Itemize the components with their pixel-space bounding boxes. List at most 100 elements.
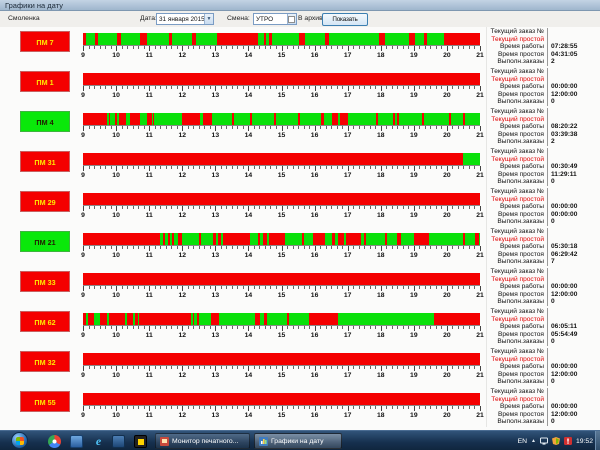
bar-segment	[190, 313, 193, 325]
axis-minor-tick	[253, 86, 255, 89]
axis-minor-tick	[287, 166, 288, 169]
chevron-down-icon[interactable]: ▼	[204, 14, 213, 24]
axis-tick	[83, 246, 84, 251]
stats-label: Текущий заказ №	[490, 308, 544, 315]
axis-minor-tick	[452, 246, 454, 249]
stats-line: Время простоя 03:39:38	[487, 130, 600, 139]
archive-checkbox[interactable]	[288, 16, 295, 23]
date-picker[interactable]: 31 января 2015 г. ▼	[156, 13, 214, 25]
axis-minor-tick	[435, 326, 437, 329]
app-icon-blue[interactable]	[70, 435, 83, 448]
machine-label: ПМ 4	[20, 111, 70, 132]
alert-app-icon[interactable]	[563, 437, 572, 445]
axis-minor-tick	[237, 366, 239, 369]
bar-segment	[109, 313, 126, 325]
axis-minor-tick	[143, 286, 145, 289]
axis-minor-tick	[193, 126, 195, 129]
axis-minor-tick	[176, 406, 178, 409]
axis-tick	[314, 126, 316, 131]
bar-segment	[387, 233, 398, 245]
axis-minor-tick	[452, 206, 454, 209]
axis-minor-tick	[397, 366, 399, 369]
axis-minor-tick	[138, 86, 140, 89]
stats-line: Время работы 00:00:00	[487, 83, 600, 91]
time-axis: 9 10 11 12 13 14 15 16 17 18 19 20 21	[81, 85, 484, 101]
stats-label: Время простоя	[497, 130, 544, 138]
axis-minor-tick	[342, 86, 344, 89]
stats-line: Текущий простой	[487, 115, 600, 124]
machine-label: ПМ 1	[20, 71, 70, 92]
axis-tick	[347, 46, 349, 51]
axis-minor-tick	[154, 126, 156, 129]
axis-tick-label: 17	[343, 212, 352, 219]
taskbar-button-monitor[interactable]: Монитор печатного...	[155, 433, 250, 449]
tray-expand-icon[interactable]: ▲	[531, 438, 536, 444]
axis-minor-tick	[375, 206, 377, 209]
axis-minor-tick	[408, 366, 410, 369]
clock[interactable]: 19:52	[575, 437, 593, 445]
bar-segment	[83, 33, 86, 45]
stats-value: 06:29:42	[547, 250, 600, 259]
stats-value: 00:00:00	[547, 283, 600, 291]
axis-minor-tick	[264, 46, 266, 49]
axis-minor-tick	[457, 326, 459, 329]
axis-tick	[182, 406, 184, 411]
axis-minor-tick	[364, 286, 366, 289]
shift-value: УТРО	[256, 15, 274, 23]
app-icon-media[interactable]	[134, 435, 147, 448]
stats-value	[547, 155, 600, 164]
axis-minor-tick	[231, 286, 233, 289]
axis-tick-label: 13	[211, 412, 220, 419]
taskbar-button-charts[interactable]: Графики на дату	[254, 433, 342, 449]
bar-segment	[260, 313, 264, 325]
axis-minor-tick	[353, 166, 355, 169]
stats-line: Время работы 00:00:00	[487, 363, 600, 371]
timeline-bar	[83, 73, 480, 85]
show-desktop-button[interactable]	[595, 431, 600, 450]
axis-minor-tick	[220, 326, 222, 329]
stats-line: Текущий заказ №	[487, 308, 600, 316]
axis-minor-tick	[132, 86, 134, 89]
location-label: Смоленка	[8, 15, 40, 22]
network-icon[interactable]	[539, 437, 548, 445]
axis-minor-tick	[408, 406, 410, 409]
axis-minor-tick	[402, 46, 404, 49]
stats-value	[547, 228, 600, 236]
bar-segment	[312, 233, 325, 245]
stats-label: Текущий простой	[491, 115, 544, 123]
bar-segment	[147, 113, 152, 125]
axis-minor-tick	[187, 86, 189, 89]
bar-segment	[399, 113, 422, 125]
chrome-icon[interactable]	[48, 435, 61, 448]
axis-minor-tick	[110, 166, 112, 169]
axis-minor-tick	[264, 286, 266, 289]
axis-minor-tick	[358, 366, 360, 369]
axis-minor-tick	[468, 246, 470, 249]
machine-row: ПМ 29 9 10 11 12 13 14 15 16 17 18 19 20 21	[0, 188, 486, 228]
bar-segment	[135, 313, 138, 325]
axis-minor-tick	[237, 166, 239, 169]
bar-segment	[429, 233, 464, 245]
antivirus-shield-icon[interactable]	[551, 437, 560, 445]
show-data-button[interactable]: Показать данные	[322, 13, 368, 34]
axis-minor-tick	[165, 46, 167, 49]
start-button[interactable]	[11, 432, 28, 449]
bar-segment	[302, 233, 304, 245]
language-indicator[interactable]: EN	[517, 437, 528, 445]
axis-tick-label: 13	[211, 212, 220, 219]
axis-minor-tick	[441, 326, 443, 329]
axis-minor-tick	[270, 246, 272, 249]
axis-tick	[446, 126, 448, 131]
internet-explorer-icon[interactable]: e	[95, 434, 102, 448]
axis-tick	[116, 326, 118, 331]
axis-minor-tick	[358, 206, 360, 209]
app-icon-window[interactable]	[112, 435, 125, 448]
axis-minor-tick	[309, 166, 311, 169]
axis-tick-label: 14	[244, 332, 253, 339]
axis-minor-tick	[397, 286, 399, 289]
stats-line: Время работы 06:05:11	[487, 323, 600, 331]
axis-minor-tick	[275, 46, 277, 49]
axis-tick	[380, 206, 382, 211]
axis-minor-tick	[176, 166, 178, 169]
stats-line: Выполн.заказы 2	[487, 138, 600, 146]
